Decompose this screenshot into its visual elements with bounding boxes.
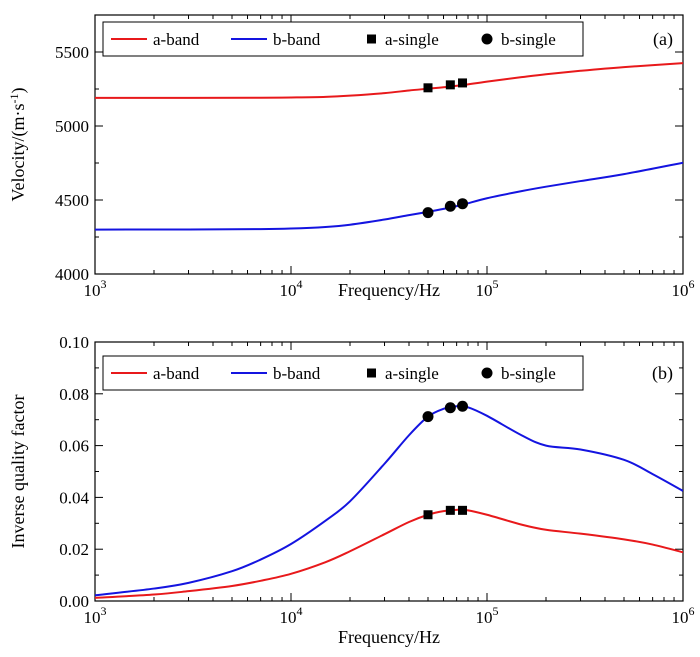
y-tick-label: 5000 — [55, 117, 89, 136]
y-axis-title-main: Velocity/(m·s — [8, 104, 29, 202]
x-tick-exponent: 3 — [101, 277, 107, 291]
x-axis-title: Frequency/Hz — [338, 627, 440, 647]
y-tick-label: 4500 — [55, 191, 89, 210]
x-tick-exponent: 5 — [493, 277, 499, 291]
x-tick-base: 10 — [672, 281, 689, 300]
legend-label: a-band — [153, 364, 200, 383]
legend-swatch-a-single — [367, 34, 376, 44]
x-tick-exponent: 3 — [101, 604, 107, 618]
x-tick-base: 10 — [672, 608, 689, 627]
x-axis-title: Frequency/Hz — [338, 280, 440, 300]
y-tick-label: 0.10 — [59, 333, 89, 352]
marker-a-single — [445, 80, 455, 90]
marker-a-single — [445, 505, 455, 515]
x-tick-base: 10 — [84, 281, 101, 300]
marker-b-single — [444, 200, 456, 212]
plot-area — [95, 62, 683, 231]
x-tick-label: 103 — [84, 277, 107, 300]
marker-a-single — [458, 505, 468, 515]
y-axis-title-end: ) — [8, 88, 29, 94]
x-tick-label: 105 — [476, 277, 499, 300]
x-tick-exponent: 4 — [297, 277, 303, 291]
series-line-b-band — [95, 405, 683, 597]
y-tick-label: 4000 — [55, 265, 89, 284]
x-tick-exponent: 5 — [493, 604, 499, 618]
x-tick-base: 10 — [476, 608, 493, 627]
x-tick-label: 103 — [84, 604, 107, 627]
legend-swatch-b-single — [481, 33, 493, 45]
series-line-b-band — [95, 161, 683, 231]
marker-a-single — [423, 510, 433, 520]
y-axis-title: Velocity/(m·s-1) — [7, 88, 29, 202]
x-tick-label: 106 — [672, 604, 695, 627]
marker-a-single — [458, 78, 468, 88]
x-tick-label: 105 — [476, 604, 499, 627]
marker-b-single — [422, 207, 434, 219]
marker-b-single — [422, 411, 434, 423]
y-tick-label: 5500 — [55, 43, 89, 62]
x-tick-exponent: 4 — [297, 604, 303, 618]
panel-label: (b) — [652, 363, 673, 384]
panel-a-velocity: 103 104 105 1064000450050005500Frequency/Hz… — [7, 14, 695, 300]
legend-box — [102, 21, 584, 57]
legend-label: a-band — [153, 30, 200, 49]
legend-swatch-b-single — [481, 367, 493, 379]
marker-b-single — [457, 198, 469, 210]
y-axis-title-sup: -1 — [7, 94, 21, 104]
y-tick-label: 0.08 — [59, 385, 89, 404]
legend-swatch-a-single — [367, 368, 376, 378]
plot-frame — [94, 14, 684, 275]
legend-label: b-single — [501, 364, 556, 383]
legend-label: b-band — [273, 364, 321, 383]
legend: a-band b-band a-single b-single — [102, 355, 584, 391]
x-tick-label: 104 — [280, 277, 303, 300]
legend-label: a-single — [385, 364, 439, 383]
series-line-a-band — [95, 62, 683, 99]
x-tick-base: 10 — [476, 281, 493, 300]
x-tick-exponent: 6 — [689, 604, 695, 618]
y-tick-label: 0.00 — [59, 592, 89, 611]
panel-label: (a) — [653, 29, 673, 50]
marker-b-single — [457, 400, 469, 412]
x-tick-base: 10 — [280, 608, 297, 627]
x-tick-label: 104 — [280, 604, 303, 627]
y-tick-label: 0.02 — [59, 540, 89, 559]
marker-b-single — [444, 402, 456, 414]
y-axis-title: Inverse quality factor — [8, 395, 28, 549]
legend-label: b-single — [501, 30, 556, 49]
legend-label: a-single — [385, 30, 439, 49]
plot-area — [95, 405, 683, 599]
legend: a-band b-band a-single b-single — [102, 21, 584, 57]
y-tick-label: 0.04 — [59, 488, 89, 507]
marker-a-single — [423, 83, 433, 93]
legend-box — [102, 355, 584, 391]
x-tick-label: 106 — [672, 277, 695, 300]
x-tick-base: 10 — [84, 608, 101, 627]
y-axis-title-main: Inverse quality factor — [8, 395, 28, 549]
x-tick-exponent: 6 — [689, 277, 695, 291]
legend-label: b-band — [273, 30, 321, 49]
y-tick-label: 0.06 — [59, 437, 89, 456]
panel-b-inverse-quality-factor: 103 104 105 1060.000.020.040.060.080.10Freq… — [8, 333, 695, 647]
x-tick-base: 10 — [280, 281, 297, 300]
